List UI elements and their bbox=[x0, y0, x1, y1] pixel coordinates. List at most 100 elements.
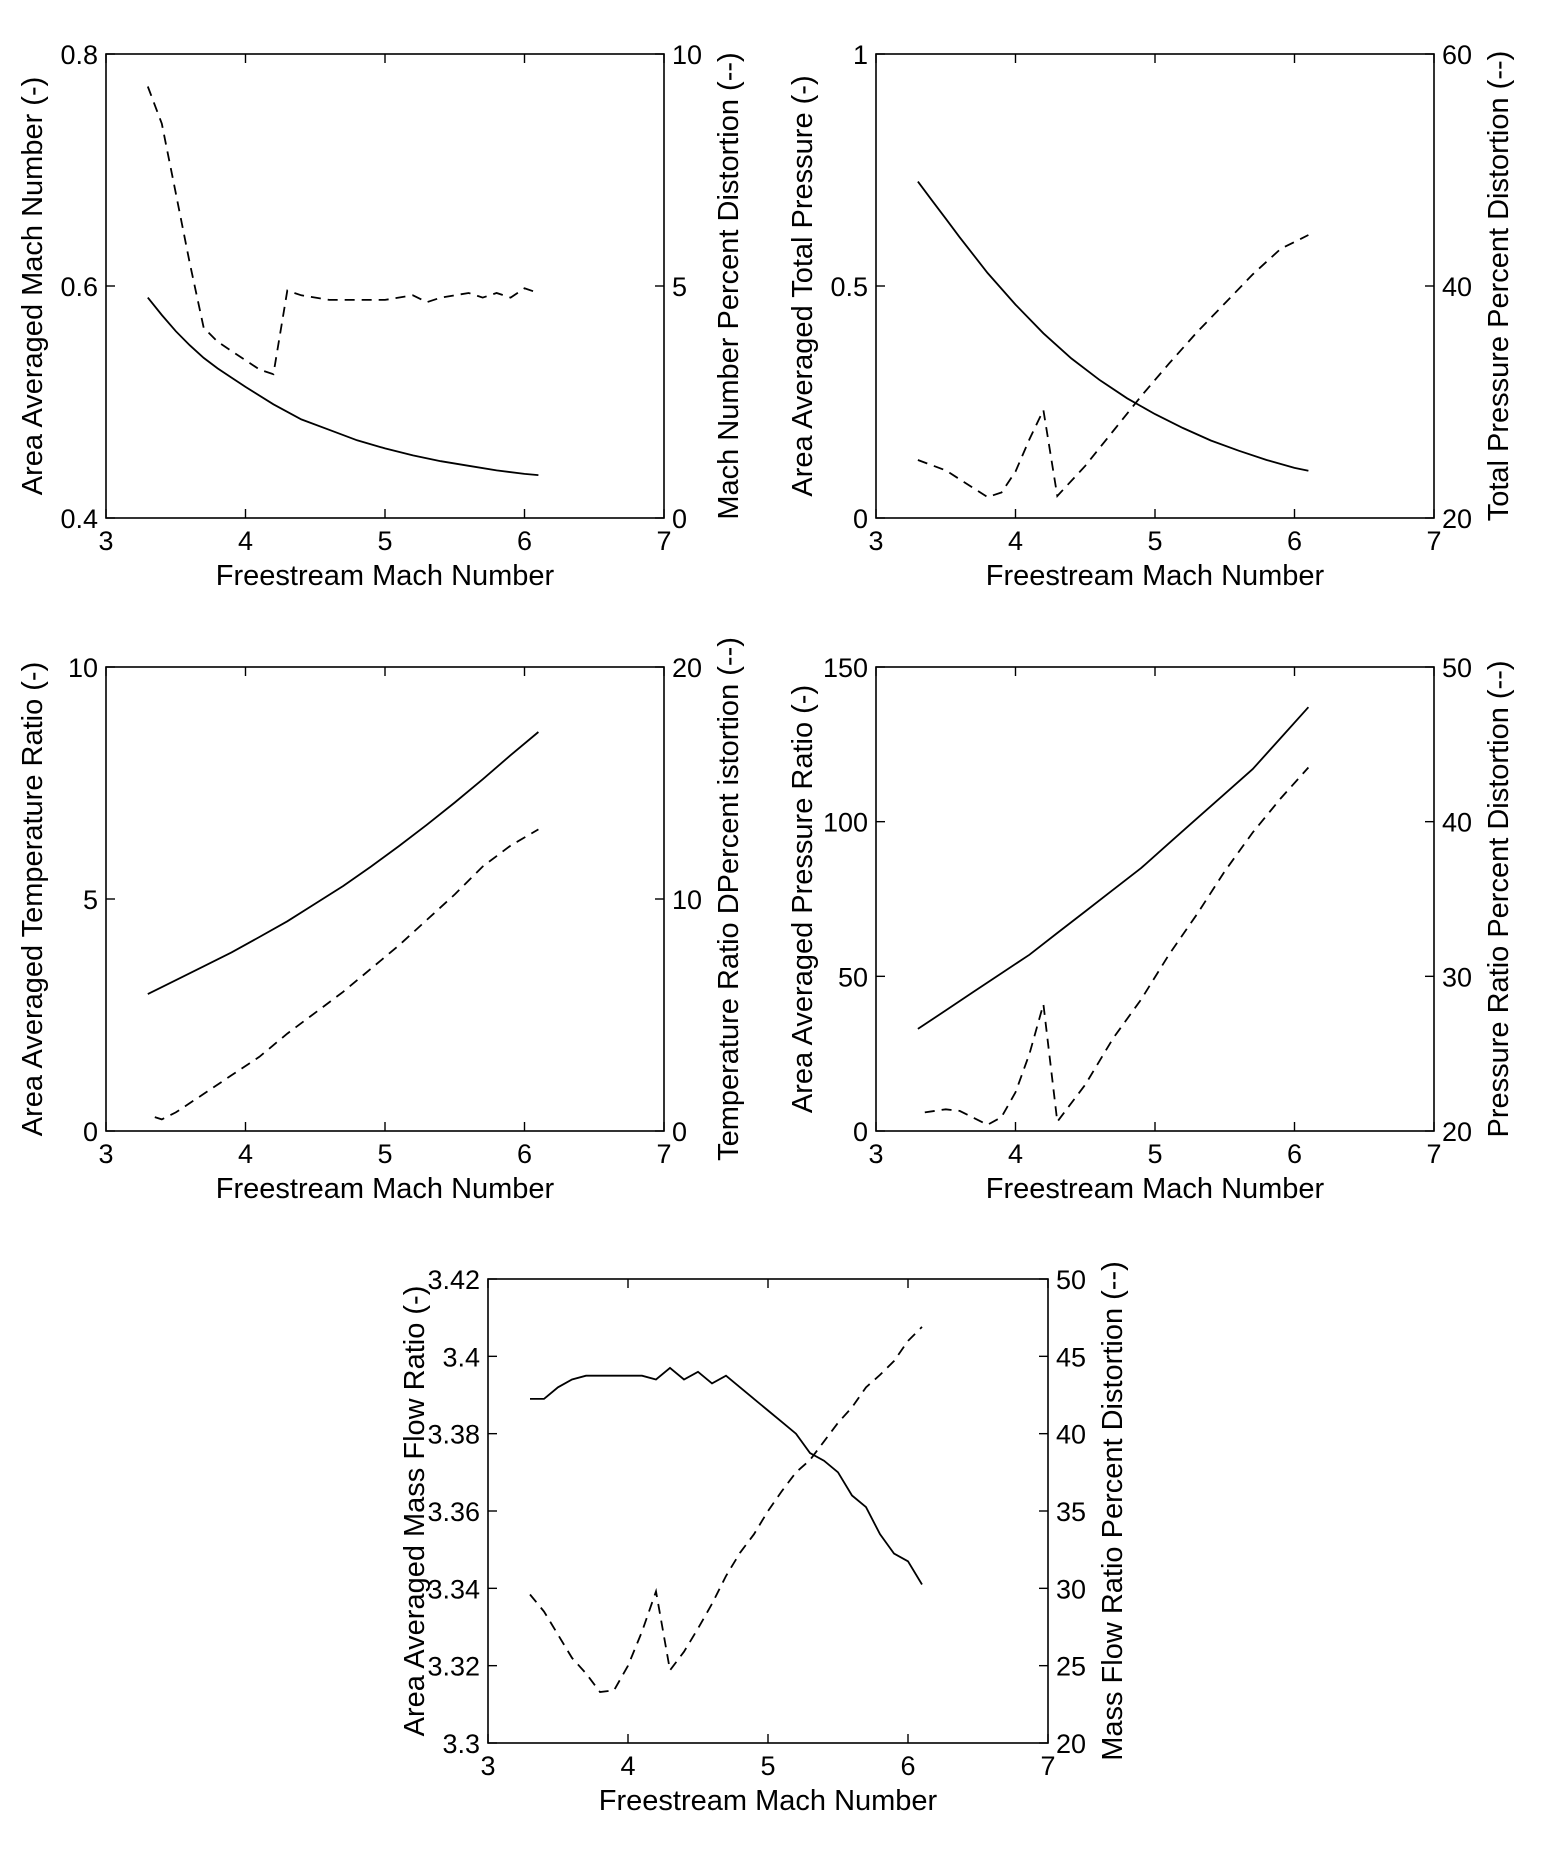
y-tick-label: 0 bbox=[83, 1117, 98, 1147]
chart-5: 3 4 5 6 73.33.323.343.363.383.43.42202530354… bbox=[399, 1261, 1129, 1817]
y2-tick-label: 30 bbox=[1442, 962, 1472, 992]
y-tick-label: 3.4 bbox=[442, 1342, 480, 1372]
y-axis-label: Area Averaged Temperature Ratio (-) bbox=[17, 662, 49, 1136]
y-tick-label: 0.8 bbox=[60, 40, 98, 70]
solid-series-line bbox=[147, 731, 539, 995]
y2-tick-label: 30 bbox=[1056, 1574, 1086, 1604]
chart-1: 3 4 5 6 7 0.4 0.6 0.8 0 5 10 Freestream Mach Number… bbox=[17, 40, 745, 592]
y-tick-label: 3.32 bbox=[427, 1652, 480, 1682]
x-tick-label: 6 bbox=[1287, 526, 1302, 556]
y-tick-label: 5 bbox=[83, 885, 98, 915]
y2-tick-label: 40 bbox=[1056, 1420, 1086, 1450]
y2-tick-label: 20 bbox=[1442, 504, 1472, 534]
y-tick-label: 0 bbox=[853, 1117, 868, 1147]
y2-tick-label: 5 bbox=[672, 272, 687, 302]
y2-tick-label: 20 bbox=[672, 653, 702, 683]
x-tick-label: 3 bbox=[868, 526, 883, 556]
y-tick-label: 3.34 bbox=[427, 1574, 480, 1604]
x-tick-label: 4 bbox=[1008, 526, 1023, 556]
x-tick-label: 4 bbox=[620, 1751, 635, 1781]
solid-series-line bbox=[917, 706, 1310, 1030]
y2-tick-label: 40 bbox=[1442, 272, 1472, 302]
x-tick-label: 6 bbox=[900, 1751, 915, 1781]
y2-axis-label: Total Pressure Percent Distortion (--) bbox=[1483, 51, 1515, 522]
y2-axis-label: Mass Flow Ratio Percent Distortion (--) bbox=[1097, 1261, 1129, 1761]
plot-frame bbox=[875, 666, 1435, 1132]
y2-tick-label: 0 bbox=[672, 504, 687, 534]
x-tick-label: 6 bbox=[517, 526, 532, 556]
y2-tick-label: 20 bbox=[1442, 1117, 1472, 1147]
x-axis-label: Freestream Mach Number bbox=[216, 560, 555, 592]
x-tick-label: 7 bbox=[656, 526, 671, 556]
x-tick-label: 3 bbox=[480, 1751, 495, 1781]
x-tick-label: 6 bbox=[1287, 1139, 1302, 1169]
y-tick-label: 0 bbox=[853, 504, 868, 534]
y-tick-label: 0.4 bbox=[60, 504, 98, 534]
dashed-series-line bbox=[529, 1326, 923, 1693]
y2-tick-label: 25 bbox=[1056, 1652, 1086, 1682]
y-tick-label: 1 bbox=[853, 40, 868, 70]
y2-tick-label: 0 bbox=[672, 1117, 687, 1147]
chart-2: 3 4 5 6 7 0 0.5 1 20 40 60 Freestream Mach Number Ar… bbox=[787, 40, 1515, 592]
dashed-series-line bbox=[154, 828, 539, 1121]
plot-frame bbox=[105, 666, 665, 1132]
x-axis-label: Freestream Mach Number bbox=[986, 560, 1325, 592]
solid-series-line bbox=[147, 297, 539, 476]
solid-series-line bbox=[530, 1366, 923, 1585]
x-tick-label: 5 bbox=[1147, 1139, 1162, 1169]
y2-axis-label: Temperature Ratio DPercent istortion (--… bbox=[713, 637, 745, 1161]
y-tick-label: 10 bbox=[68, 653, 98, 683]
x-tick-label: 7 bbox=[1426, 1139, 1441, 1169]
x-tick-label: 7 bbox=[656, 1139, 671, 1169]
x-tick-label: 3 bbox=[98, 1139, 113, 1169]
y-tick-label: 0.6 bbox=[60, 272, 98, 302]
y-tick-label: 0.5 bbox=[830, 272, 868, 302]
x-tick-label: 4 bbox=[1008, 1139, 1023, 1169]
x-tick-label: 4 bbox=[238, 526, 253, 556]
y-axis-label: Area Averaged Total Pressure (-) bbox=[787, 75, 819, 496]
solid-series-line bbox=[917, 181, 1309, 472]
y-tick-label: 150 bbox=[823, 653, 868, 683]
y-tick-label: 3.42 bbox=[427, 1265, 480, 1295]
chart-4: 3 4 5 6 7 0 50 100 150 20 30 40 50 Freestream Mach Nu… bbox=[787, 653, 1515, 1205]
x-axis-label: Freestream Mach Number bbox=[216, 1173, 555, 1205]
y-tick-label: 100 bbox=[823, 808, 868, 838]
y2-tick-label: 45 bbox=[1056, 1342, 1086, 1372]
y2-tick-label: 60 bbox=[1442, 40, 1472, 70]
y-tick-label: 3.38 bbox=[427, 1420, 480, 1450]
x-tick-label: 4 bbox=[238, 1139, 253, 1169]
plot-frame bbox=[875, 53, 1435, 519]
y-tick-label: 3.3 bbox=[442, 1729, 480, 1759]
y-tick-label: 50 bbox=[838, 962, 868, 992]
y2-tick-label: 20 bbox=[1056, 1729, 1086, 1759]
y2-tick-label: 10 bbox=[672, 885, 702, 915]
plot-frame bbox=[487, 1278, 1049, 1744]
x-tick-label: 5 bbox=[377, 526, 392, 556]
x-tick-label: 5 bbox=[377, 1139, 392, 1169]
x-tick-label: 6 bbox=[517, 1139, 532, 1169]
y-tick-label: 3.36 bbox=[427, 1497, 480, 1527]
dashed-series-line bbox=[146, 86, 539, 376]
y-axis-label: Area Averaged Mach Number (-) bbox=[17, 77, 49, 496]
x-tick-label: 7 bbox=[1426, 526, 1441, 556]
x-axis-label: Freestream Mach Number bbox=[599, 1785, 938, 1817]
x-tick-label: 5 bbox=[1147, 526, 1162, 556]
x-tick-label: 3 bbox=[98, 526, 113, 556]
y2-axis-label: Pressure Ratio Percent Distortion (--) bbox=[1483, 660, 1515, 1137]
dashed-series-line bbox=[924, 766, 1310, 1126]
y2-tick-label: 10 bbox=[672, 40, 702, 70]
y2-tick-label: 50 bbox=[1442, 653, 1472, 683]
x-tick-label: 7 bbox=[1040, 1751, 1055, 1781]
x-axis-label: Freestream Mach Number bbox=[986, 1173, 1325, 1205]
y2-tick-label: 40 bbox=[1442, 808, 1472, 838]
x-tick-label: 3 bbox=[868, 1139, 883, 1169]
y2-axis-label: Mach Number Percent Distortion (--) bbox=[713, 52, 745, 519]
y-axis-label: Area Averaged Mass Flow Ratio (-) bbox=[399, 1286, 431, 1737]
y-axis-label: Area Averaged Pressure Ratio (-) bbox=[787, 685, 819, 1113]
y2-tick-label: 35 bbox=[1056, 1497, 1086, 1527]
dashed-series-line bbox=[917, 234, 1309, 499]
x-tick-label: 5 bbox=[760, 1751, 775, 1781]
y2-tick-label: 50 bbox=[1056, 1265, 1086, 1295]
